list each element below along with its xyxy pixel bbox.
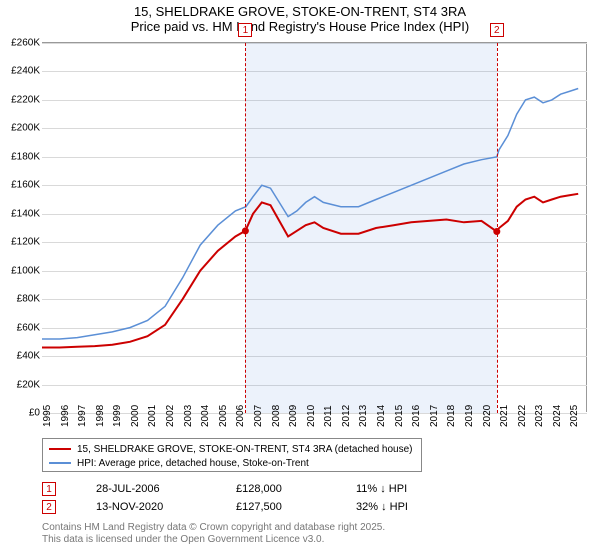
x-axis-label: 2017 bbox=[429, 407, 440, 427]
table-row: 1 28-JUL-2006 £128,000 11% ↓ HPI bbox=[42, 480, 446, 498]
x-axis-label: 2021 bbox=[499, 407, 510, 427]
y-axis-label: £20K bbox=[2, 379, 40, 390]
x-axis-label: 2009 bbox=[288, 407, 299, 427]
x-axis-label: 2018 bbox=[446, 407, 457, 427]
y-axis-label: £200K bbox=[2, 123, 40, 134]
y-axis-label: £40K bbox=[2, 351, 40, 362]
y-axis-label: £220K bbox=[2, 94, 40, 105]
title-line-1: 15, SHELDRAKE GROVE, STOKE-ON-TRENT, ST4… bbox=[0, 4, 600, 19]
x-axis-label: 2019 bbox=[464, 407, 475, 427]
x-axis-label: 2003 bbox=[183, 407, 194, 427]
x-axis-label: 2007 bbox=[253, 407, 264, 427]
x-axis-label: 2000 bbox=[130, 407, 141, 427]
legend-label: 15, SHELDRAKE GROVE, STOKE-ON-TRENT, ST4… bbox=[77, 444, 413, 455]
x-axis-label: 2006 bbox=[235, 407, 246, 427]
chart-marker: 2 bbox=[490, 23, 504, 37]
x-axis-label: 2012 bbox=[341, 407, 352, 427]
line-series bbox=[42, 43, 587, 413]
chart-container: 15, SHELDRAKE GROVE, STOKE-ON-TRENT, ST4… bbox=[0, 0, 600, 560]
plot-area: £0£20K£40K£60K£80K£100K£120K£140K£160K£1… bbox=[42, 42, 587, 412]
y-axis-label: £180K bbox=[2, 151, 40, 162]
copyright-notice: Contains HM Land Registry data © Crown c… bbox=[42, 522, 385, 546]
transactions-table: 1 28-JUL-2006 £128,000 11% ↓ HPI 2 13-NO… bbox=[42, 480, 446, 516]
transaction-date: 13-NOV-2020 bbox=[96, 501, 236, 513]
y-axis-label: £160K bbox=[2, 180, 40, 191]
x-axis-label: 2015 bbox=[394, 407, 405, 427]
legend-item: 15, SHELDRAKE GROVE, STOKE-ON-TRENT, ST4… bbox=[49, 442, 415, 456]
x-axis-label: 1999 bbox=[112, 407, 123, 427]
y-axis-label: £60K bbox=[2, 322, 40, 333]
chart-marker: 1 bbox=[238, 23, 252, 37]
x-axis-label: 2020 bbox=[482, 407, 493, 427]
x-axis-label: 2024 bbox=[552, 407, 563, 427]
x-axis-label: 2010 bbox=[306, 407, 317, 427]
transaction-date: 28-JUL-2006 bbox=[96, 483, 236, 495]
y-axis-label: £0 bbox=[2, 408, 40, 419]
table-row: 2 13-NOV-2020 £127,500 32% ↓ HPI bbox=[42, 498, 446, 516]
x-axis-label: 2008 bbox=[271, 407, 282, 427]
title-line-2: Price paid vs. HM Land Registry's House … bbox=[0, 19, 600, 34]
transaction-marker: 1 bbox=[42, 482, 56, 496]
transaction-hpi-delta: 32% ↓ HPI bbox=[356, 501, 446, 513]
x-axis-label: 1996 bbox=[60, 407, 71, 427]
y-axis-label: £80K bbox=[2, 294, 40, 305]
x-axis-label: 2002 bbox=[165, 407, 176, 427]
x-axis-label: 2005 bbox=[218, 407, 229, 427]
x-axis-label: 2022 bbox=[517, 407, 528, 427]
x-axis-label: 2004 bbox=[200, 407, 211, 427]
x-axis-label: 2025 bbox=[569, 407, 580, 427]
transaction-hpi-delta: 11% ↓ HPI bbox=[356, 483, 446, 495]
legend-item: HPI: Average price, detached house, Stok… bbox=[49, 456, 415, 470]
legend-label: HPI: Average price, detached house, Stok… bbox=[77, 458, 309, 469]
x-axis-label: 2013 bbox=[358, 407, 369, 427]
chart-title: 15, SHELDRAKE GROVE, STOKE-ON-TRENT, ST4… bbox=[0, 0, 600, 36]
y-axis-label: £120K bbox=[2, 237, 40, 248]
x-axis-label: 1998 bbox=[95, 407, 106, 427]
x-axis-label: 2023 bbox=[534, 407, 545, 427]
x-axis-label: 2016 bbox=[411, 407, 422, 427]
transaction-price: £128,000 bbox=[236, 483, 356, 495]
y-axis-label: £240K bbox=[2, 66, 40, 77]
x-axis-label: 2014 bbox=[376, 407, 387, 427]
x-axis-label: 2001 bbox=[147, 407, 158, 427]
x-axis-label: 1995 bbox=[42, 407, 53, 427]
legend-swatch bbox=[49, 462, 71, 464]
x-axis-label: 2011 bbox=[323, 407, 334, 427]
y-axis-label: £260K bbox=[2, 38, 40, 49]
legend-swatch bbox=[49, 448, 71, 450]
y-axis-label: £100K bbox=[2, 265, 40, 276]
x-axis-label: 1997 bbox=[77, 407, 88, 427]
legend: 15, SHELDRAKE GROVE, STOKE-ON-TRENT, ST4… bbox=[42, 438, 422, 472]
transaction-marker: 2 bbox=[42, 500, 56, 514]
transaction-price: £127,500 bbox=[236, 501, 356, 513]
y-axis-label: £140K bbox=[2, 208, 40, 219]
